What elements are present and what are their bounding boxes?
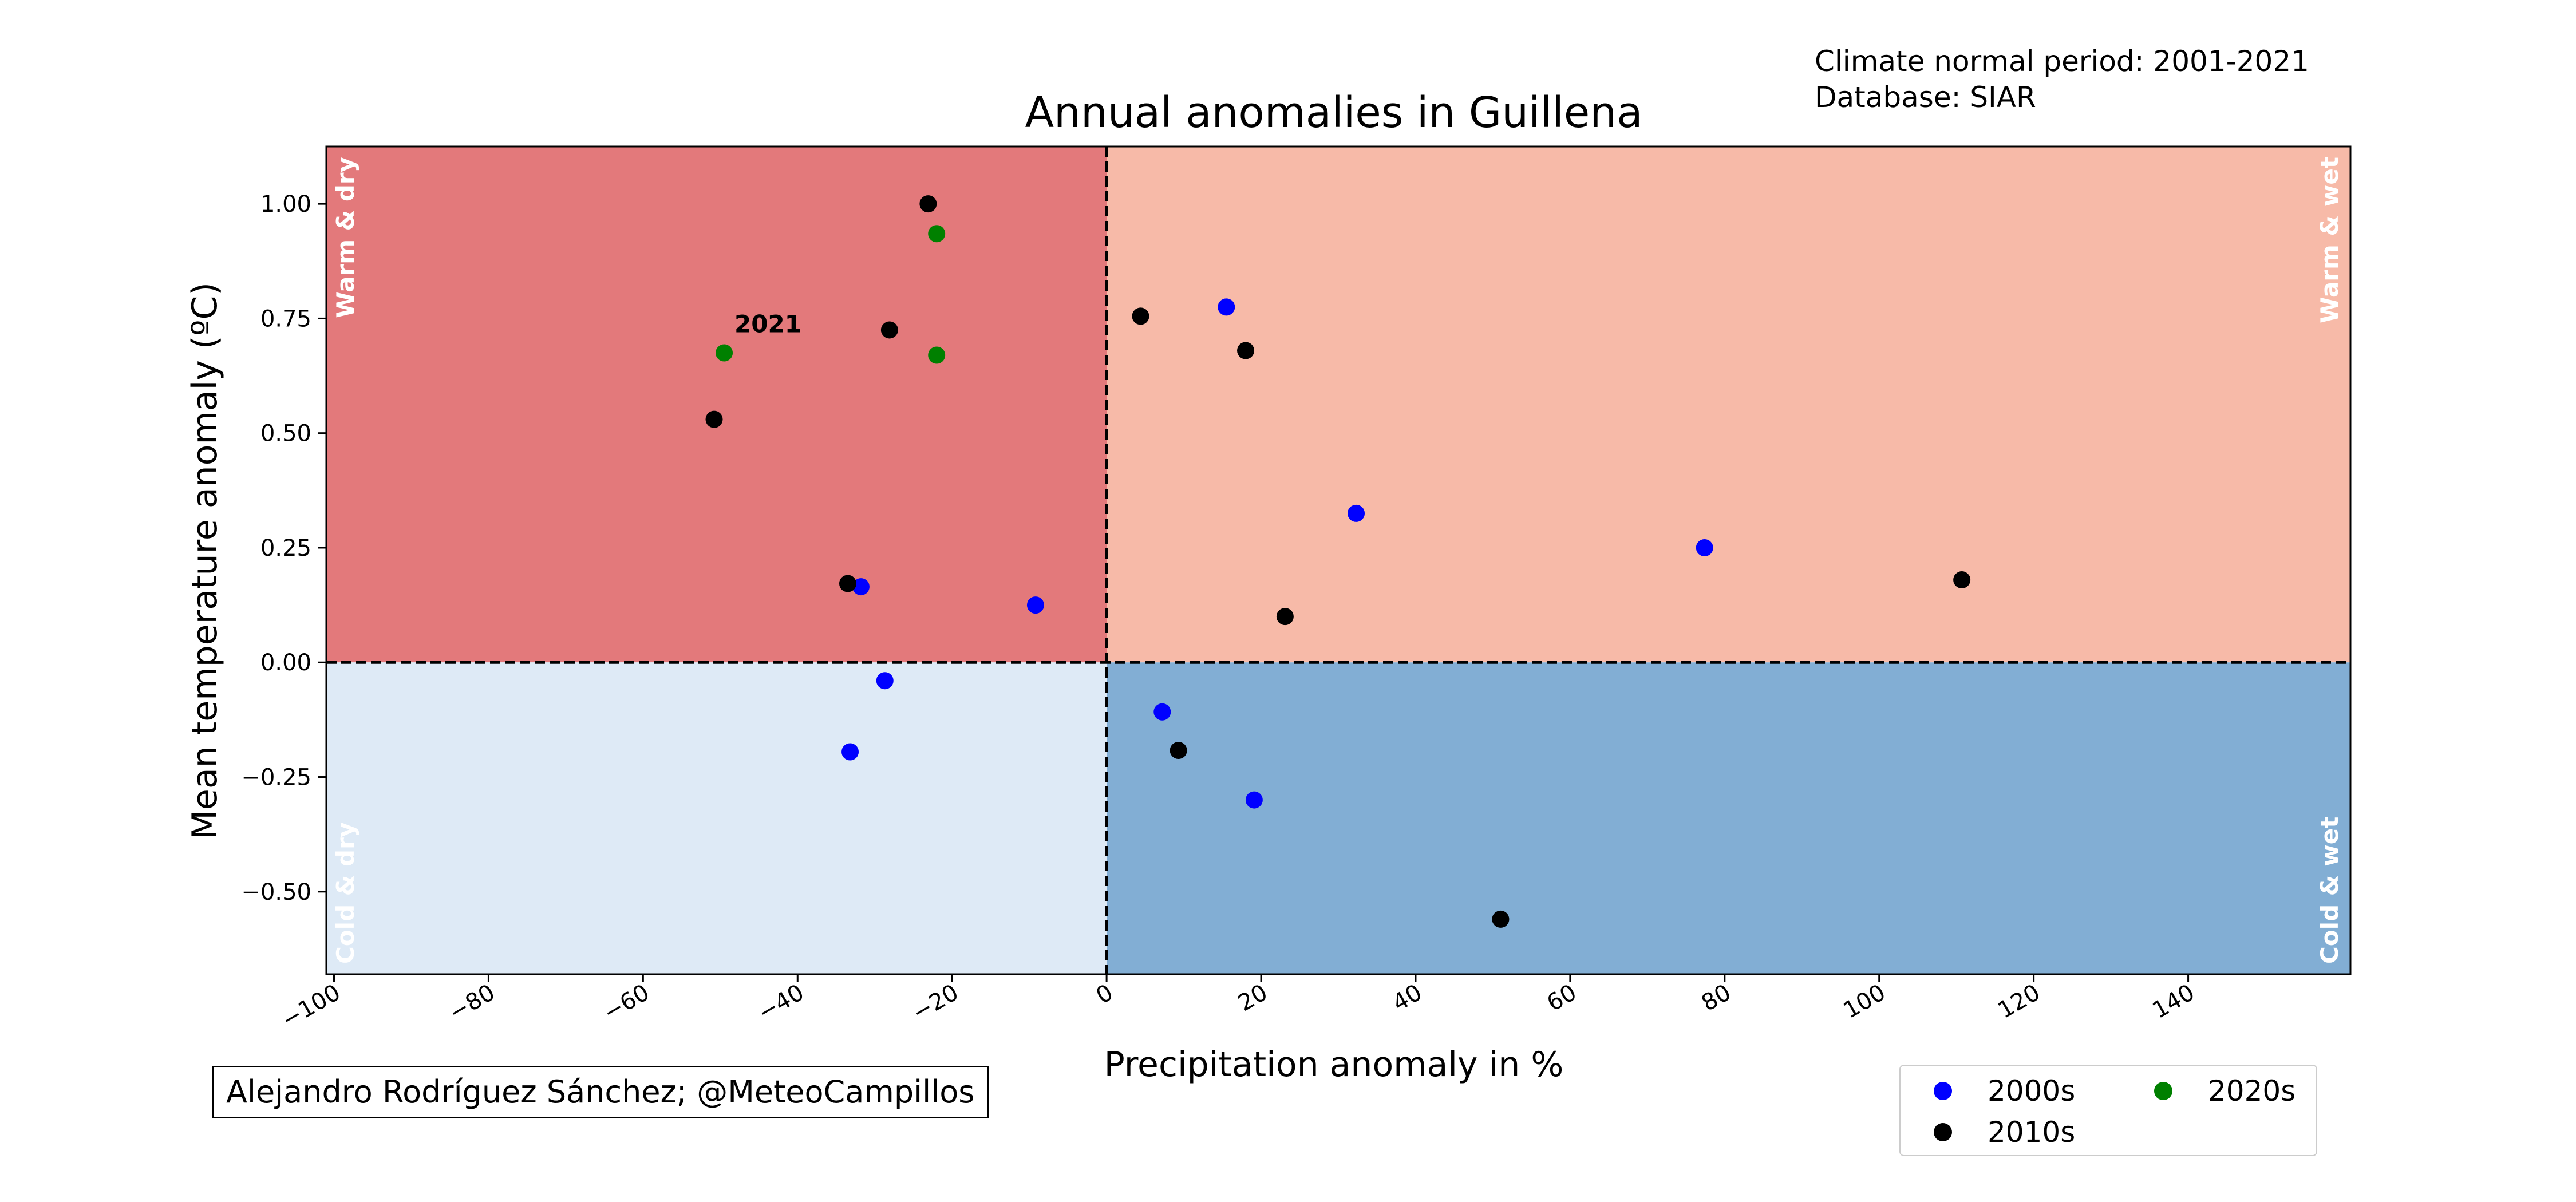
x-axis-label: Precipitation anomaly in % <box>1104 1045 1564 1085</box>
x-tick-label-11: 120 <box>1994 979 2045 1024</box>
quadrant-backgrounds <box>326 147 2350 974</box>
quadrant-labels: Warm & dry Warm & wet Cold & dry Cold & wet <box>331 157 2344 964</box>
x-tick-label-9: 80 <box>1697 979 1736 1017</box>
point-2020s-2 <box>928 346 946 364</box>
x-tick-label-4: −20 <box>908 979 963 1026</box>
x-tick-label-0: −100 <box>277 979 345 1034</box>
point-2000s-3 <box>852 578 870 596</box>
point-2020s-0 <box>928 225 946 243</box>
reference-lines <box>326 147 2350 974</box>
quadrant-warm-wet <box>1107 147 2350 663</box>
legend-label-2000s: 2000s <box>1988 1074 2076 1108</box>
point-2010s-4 <box>705 410 723 428</box>
normal-period-label: Climate normal period: 2001-2021 <box>1815 45 2309 78</box>
legend-item-2000s: 2000s <box>1934 1074 2075 1108</box>
point-2000s-6 <box>1153 703 1171 721</box>
legend: 2000s 2010s 2020s <box>1899 1065 2317 1156</box>
point-2000s-1 <box>1348 504 1365 522</box>
point-2010s-6 <box>1953 571 1971 589</box>
y-tick-label-0: −0.50 <box>241 879 311 906</box>
quadrant-label-warm-dry: Warm & dry <box>331 157 359 318</box>
point-2010s-8 <box>1170 742 1187 760</box>
quadrant-label-cold-dry: Cold & dry <box>331 822 359 964</box>
y-axis-ticks: −0.50 −0.25 0.00 0.25 0.50 0.75 1.00 <box>241 191 326 906</box>
point-2010s-0 <box>919 195 937 213</box>
x-tick-label-8: 60 <box>1543 979 1581 1017</box>
legend-label-2010s: 2010s <box>1988 1116 2076 1149</box>
x-tick-label-1: −80 <box>444 979 499 1026</box>
chart-title: Annual anomalies in Guillena <box>1025 88 1642 137</box>
y-tick-label-4: 0.50 <box>260 421 311 447</box>
point-2010s-2 <box>880 321 898 339</box>
y-tick-label-1: −0.25 <box>241 765 311 791</box>
point-2010s-5 <box>839 575 856 592</box>
quadrant-cold-dry <box>326 662 1107 974</box>
point-2010s-9 <box>1492 910 1510 928</box>
plot-frame <box>325 145 2352 975</box>
point-2000s-7 <box>841 743 859 761</box>
legend-label-2020s: 2020s <box>2208 1074 2296 1108</box>
legend-marker-2000s <box>1934 1082 1952 1100</box>
legend-item-2010s: 2010s <box>1934 1115 2075 1149</box>
y-axis-label: Mean temperature anomaly (ºC) <box>185 282 225 840</box>
y-tick-label-2: 0.00 <box>260 650 311 676</box>
x-tick-label-6: 20 <box>1234 979 1272 1017</box>
y-tick-label-3: 0.25 <box>260 535 311 562</box>
quadrant-cold-wet <box>1107 662 2350 974</box>
point-2000s-2 <box>1696 539 1713 556</box>
point-2000s-0 <box>1218 298 1235 316</box>
point-2020s-1 <box>716 344 733 362</box>
x-tick-label-10: 100 <box>1839 979 1890 1024</box>
x-tick-label-12: 140 <box>2148 979 2199 1024</box>
point-2000s-4 <box>1026 596 1044 614</box>
x-tick-label-2: −60 <box>599 979 654 1026</box>
x-axis-ticks: −100 −80 −60 −40 −20 0 20 40 60 80 100 120 140 <box>277 974 2199 1034</box>
point-2000s-8 <box>1245 791 1263 809</box>
x-tick-label-5: 0 <box>1092 979 1117 1010</box>
quadrant-label-warm-wet: Warm & wet <box>2316 157 2344 323</box>
point-2010s-7 <box>1276 608 1294 626</box>
point-2010s-1 <box>1132 307 1149 325</box>
x-tick-label-7: 40 <box>1388 979 1427 1017</box>
annotations: 2021 <box>734 310 801 338</box>
data-points <box>705 195 1971 928</box>
point-2010s-3 <box>1237 342 1255 359</box>
legend-item-2020s: 2020s <box>2154 1074 2296 1108</box>
x-tick-label-3: −40 <box>753 979 808 1026</box>
y-tick-label-6: 1.00 <box>260 191 311 218</box>
annotation-0: 2021 <box>734 310 801 338</box>
author-credit: Alejandro Rodríguez Sánchez; @MeteoCampi… <box>212 1066 989 1118</box>
quadrant-label-cold-wet: Cold & wet <box>2316 817 2344 964</box>
y-tick-label-5: 0.75 <box>260 306 311 332</box>
legend-marker-2010s <box>1934 1123 1952 1141</box>
database-label: Database: SIAR <box>1815 81 2036 114</box>
point-2000s-5 <box>876 672 894 690</box>
quadrant-warm-dry <box>326 147 1107 663</box>
legend-marker-2020s <box>2154 1082 2172 1100</box>
